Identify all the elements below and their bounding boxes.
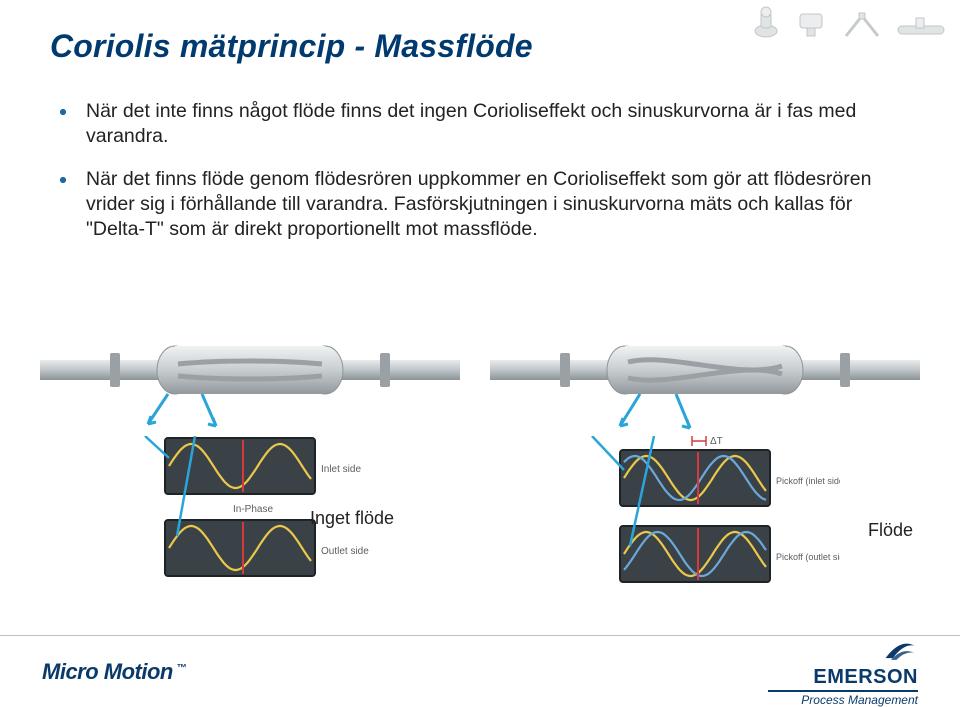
bullet-item: När det finns flöde genom flödesrören up… bbox=[78, 167, 910, 242]
bullet-item: När det inte finns något flöde finns det… bbox=[78, 99, 910, 149]
scope-label: Pickoff (outlet side) bbox=[776, 552, 840, 562]
label-flow: Flöde bbox=[868, 520, 913, 541]
bullet-list: När det inte finns något flöde finns det… bbox=[50, 99, 910, 242]
footer: Micro Motion ™ EMERSON Process Managemen… bbox=[0, 635, 960, 707]
header-product-icons bbox=[752, 6, 946, 40]
phase-label: ΔT bbox=[710, 436, 723, 447]
scope-label: Outlet side bbox=[321, 546, 369, 557]
diagram-noflow: Inlet side In-Phase Outlet side bbox=[40, 320, 460, 596]
slide: Coriolis mätprincip - Massflöde När det … bbox=[0, 0, 960, 707]
emerson-logo: EMERSON Process Management bbox=[768, 636, 918, 706]
scope-label: Inlet side bbox=[321, 464, 361, 475]
transmitter-icon bbox=[794, 10, 828, 40]
calip-icon bbox=[842, 10, 882, 40]
scope-label: Pickoff (inlet side) bbox=[776, 476, 840, 486]
meter-noflow bbox=[40, 320, 460, 430]
emerson-swoosh-icon bbox=[882, 636, 918, 664]
diagram-row: Inlet side In-Phase Outlet side bbox=[0, 320, 960, 596]
diagram-flow: ΔT Pickoff (inlet side) Pickoff (outlet … bbox=[490, 320, 920, 596]
phase-label: In-Phase bbox=[233, 504, 273, 515]
micromotion-logo: Micro Motion ™ bbox=[42, 659, 187, 685]
label-noflow: Inget flöde bbox=[310, 508, 394, 529]
flowmeter-icon bbox=[896, 16, 946, 40]
scope-flow: ΔT Pickoff (inlet side) Pickoff (outlet … bbox=[570, 436, 840, 596]
meter-flow bbox=[490, 320, 920, 430]
sensor-icon bbox=[752, 6, 780, 40]
